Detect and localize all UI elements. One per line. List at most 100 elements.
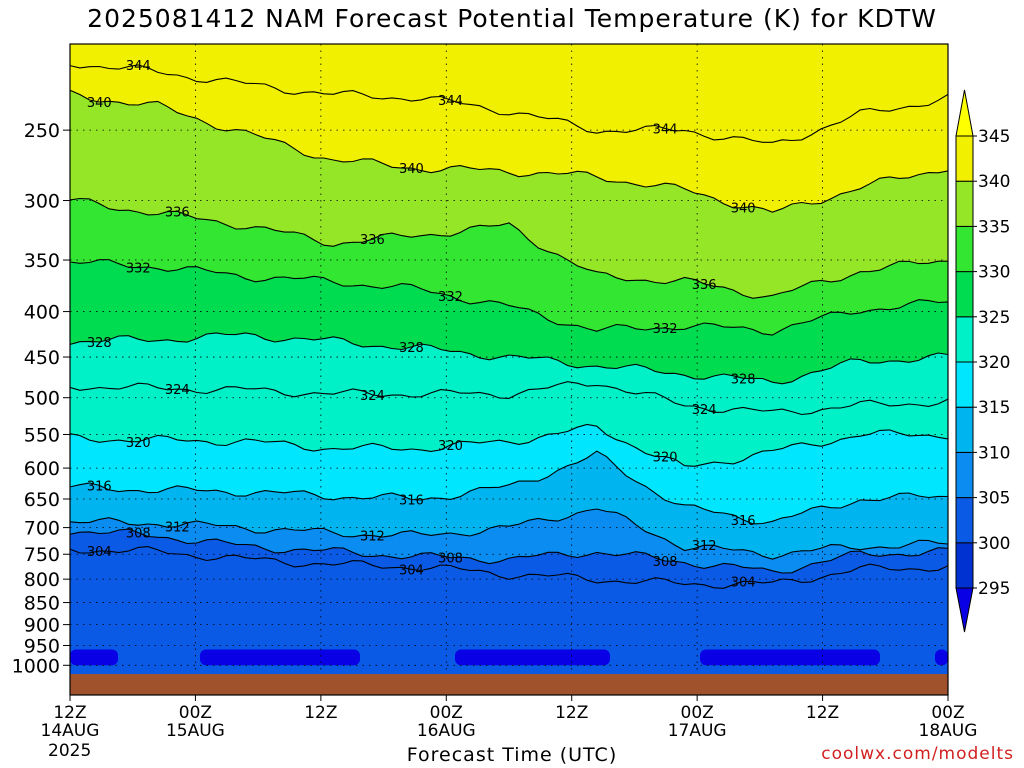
cold-pocket-fill: [935, 649, 948, 666]
contour-label: 308: [126, 527, 151, 542]
contour-line-312: [70, 508, 948, 560]
colorbar-label: 300: [978, 534, 1010, 554]
colorbar-label: 325: [978, 308, 1010, 328]
colorbar-band: [955, 271, 974, 318]
contour-label: 336: [692, 278, 717, 293]
y-tick-label: 600: [24, 458, 60, 480]
band-fill-340: [70, 64, 948, 213]
colorbar-band: [955, 316, 974, 363]
contour-label: 316: [399, 493, 424, 508]
colorbar: 295 300 305 310 315 320 325 330 335 340 345: [955, 89, 1010, 633]
x-tick-label-time: 12Z: [555, 703, 588, 723]
contour-label: 320: [653, 451, 678, 466]
cold-pocket-fill: [70, 649, 118, 666]
y-tick-label: 850: [24, 593, 60, 615]
contour-line-320: [70, 423, 948, 467]
contour-label: 316: [87, 479, 112, 494]
cold-pocket-fill: [455, 649, 610, 666]
contour-label: 320: [126, 436, 151, 451]
contour-fill-layer: [70, 44, 948, 695]
y-tick-label: 900: [24, 615, 60, 637]
colorbar-top-arrow: [955, 89, 974, 137]
band-fill-332: [70, 198, 948, 336]
contour-label: 332: [438, 290, 463, 305]
x-tick-label-date: 14AUG: [41, 721, 100, 741]
contour-label: 312: [692, 539, 717, 554]
x-tick-label-time: 00Z: [430, 703, 463, 723]
contour-label: 340: [731, 202, 756, 217]
colorbar-label: 340: [978, 172, 1010, 192]
y-tick-label: 500: [24, 388, 60, 410]
contour-line-340: [70, 89, 948, 213]
y-tick-label: 1000: [12, 655, 60, 677]
contour-label: 336: [165, 205, 190, 220]
cold-pocket-fill: [200, 649, 360, 666]
contour-line-344: [70, 64, 948, 143]
contour-label: 344: [126, 59, 151, 74]
y-tick-label: 950: [24, 635, 60, 657]
colorbar-band: [955, 135, 974, 182]
contour-label: 328: [399, 341, 424, 356]
x-tick-label-time: 00Z: [931, 703, 964, 723]
y-tick-label: 350: [24, 250, 60, 272]
y-tick-label: 300: [24, 191, 60, 213]
band-fill-316: [70, 424, 948, 524]
colorbar-band: [955, 542, 974, 589]
contour-label: 308: [438, 552, 463, 567]
contour-label: 320: [438, 439, 463, 454]
band-fill-328: [70, 259, 948, 384]
contour-label: 312: [165, 521, 190, 536]
contour-line-324: [70, 381, 948, 416]
y-tick-label: 550: [24, 425, 60, 447]
contour-label: 328: [731, 372, 756, 387]
x-tick-label-date: 16AUG: [417, 721, 476, 741]
contour-label: 312: [360, 530, 385, 545]
colorbar-band: [955, 225, 974, 273]
x-tick-label-time: 12Z: [53, 703, 86, 723]
colorbar-label: 320: [978, 353, 1010, 373]
contour-label: 340: [399, 162, 424, 177]
contour-line-308: [70, 528, 948, 574]
x-tick-label-date: 17AUG: [668, 721, 727, 741]
y-tick-label: 250: [24, 120, 60, 142]
contour-label: 336: [360, 233, 385, 248]
band-fill-308: [70, 509, 948, 573]
x-axis-year-label: 2025: [48, 741, 92, 761]
band-fill-320: [70, 381, 948, 467]
plot-frame: [69, 43, 949, 696]
contour-label: 316: [731, 514, 756, 529]
y-tick-label: 800: [24, 569, 60, 591]
band-fill-304: [70, 529, 948, 589]
contour-label: 324: [360, 389, 385, 404]
colorbar-label: 335: [978, 217, 1010, 237]
x-tick-label-date: 15AUG: [166, 721, 225, 741]
y-tick-label: 450: [24, 347, 60, 369]
contour-line-316: [70, 450, 948, 525]
grid-layer: [70, 44, 948, 695]
contour-label: 344: [653, 123, 678, 138]
y-axis: 2503003504004505005506006507007508008509…: [12, 120, 70, 677]
contour-line-304: [70, 546, 948, 589]
x-tick-label-time: 12Z: [304, 703, 337, 723]
cold-pocket-fill: [700, 649, 880, 666]
colorbar-band: [955, 497, 974, 544]
band-fill-312: [70, 451, 948, 560]
colorbar-band: [955, 406, 974, 453]
colorbar-label: 310: [978, 443, 1010, 463]
colorbar-label: 315: [978, 398, 1010, 418]
colorbar-band: [955, 361, 974, 408]
colorbar-band: [955, 451, 974, 499]
contour-line-328: [70, 332, 948, 385]
colorbar-band: [955, 180, 974, 227]
y-tick-label: 400: [24, 302, 60, 324]
colorbar-label: 330: [978, 263, 1010, 283]
colorbar-label: 305: [978, 489, 1010, 509]
contour-label: 332: [653, 322, 678, 337]
y-tick-label: 650: [24, 489, 60, 511]
contour-label: 332: [126, 262, 151, 277]
contour-label: 304: [87, 545, 112, 560]
contour-label: 324: [692, 403, 717, 418]
contour-label: 304: [399, 563, 424, 578]
contour-line-332: [70, 259, 948, 336]
